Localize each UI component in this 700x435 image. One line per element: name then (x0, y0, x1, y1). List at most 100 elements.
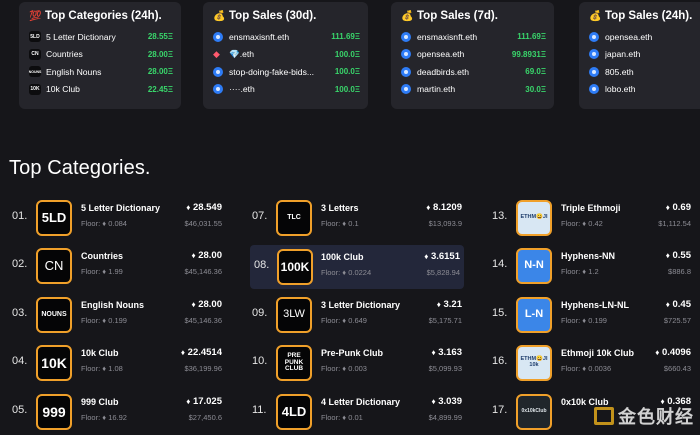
category-name: Countries (81, 251, 124, 261)
category-row-0x10k-club[interactable]: 17. 0x10kClub 0x10k Club ♦ 0.368 (492, 390, 695, 434)
category-row-100k-club[interactable]: 08. 100K 100k Club ♦ 3.6151 Floor: ♦ 0.0… (250, 245, 464, 289)
category-row-pre-punk-club[interactable]: 10. PRE PUNK CLUB Pre-Punk Club ♦ 3.163 … (252, 341, 466, 385)
category-volume: ♦ 0.55 (665, 250, 691, 261)
4ld-logo-icon: 4LD (276, 394, 312, 430)
list-item[interactable]: deadbirds.eth 69.0Ξ (401, 63, 546, 81)
card-title-text: Top Sales (30d). (229, 10, 317, 22)
ens-icon (589, 84, 599, 95)
list-item[interactable]: 10K 10k Club 22.45Ξ (29, 81, 173, 99)
category-row-3-letters[interactable]: 07. TLC 3 Letters ♦ 8.1209 Floor: ♦ 0.1 … (252, 196, 466, 240)
category-floor: Floor: ♦ 0.649 (321, 316, 367, 325)
eth-icon: ♦ (436, 300, 441, 309)
list-item[interactable]: stop-doing-fake-bids... 100.0Ξ (213, 63, 360, 81)
eth-icon: ♦ (665, 203, 670, 212)
category-row-5-letter-dictionary[interactable]: 01. 5LD 5 Letter Dictionary ♦ 28.549 Flo… (12, 196, 226, 240)
item-label: lobo.eth (605, 84, 636, 95)
item-label: English Nouns (46, 66, 102, 77)
list-item[interactable]: ◆ 💎.eth 100.0Ξ (213, 46, 360, 64)
list-item[interactable]: ····.eth 100.0Ξ (213, 81, 360, 99)
list-item[interactable]: ensmaxisnft.eth 111.69Ξ (213, 28, 360, 46)
category-row-countries[interactable]: 02. CN Countries ♦ 28.00 Floor: ♦ 1.99 $… (12, 244, 226, 288)
category-name: Hyphens-LN-NL (561, 300, 629, 310)
item-label: japan.eth (605, 49, 641, 60)
category-row-999-club[interactable]: 05. 999 999 Club ♦ 17.025 Floor: ♦ 16.92… (12, 390, 226, 434)
money-bag-icon: 💰 (589, 10, 602, 22)
item-label: Countries (46, 49, 83, 60)
item-label: opensea.eth (417, 49, 465, 60)
category-volume: ♦ 0.69 (665, 202, 691, 213)
category-floor: Floor: ♦ 0.01 (321, 413, 363, 422)
card-title: 💰 Top Sales (30d). (213, 10, 360, 22)
item-label: ····.eth (229, 84, 255, 95)
ens-icon (401, 66, 411, 77)
category-row-triple-ethmoji[interactable]: 13. ETHM😀JI Triple Ethmoji ♦ 0.69 Floor:… (492, 196, 695, 240)
category-row-10k-club[interactable]: 04. 10K 10k Club ♦ 22.4514 Floor: ♦ 1.08… (12, 341, 226, 385)
item-label: martin.eth (417, 84, 456, 95)
100k-logo-icon: 100K (277, 249, 313, 285)
category-floor: Floor: ♦ 0.003 (321, 364, 367, 373)
rank: 08. (254, 259, 270, 271)
card-top-sales-24h: 💰 Top Sales (24h). opensea.eth japan.eth… (579, 2, 700, 109)
list-item[interactable]: martin.eth 30.0Ξ (401, 81, 546, 99)
item-label: 10k Club (46, 84, 80, 95)
list-item[interactable]: lobo.eth (589, 81, 692, 99)
card-title: 💯 Top Categories (24h). (29, 10, 173, 22)
n-n-logo-icon: N-N (516, 248, 552, 284)
list-item[interactable]: CN Countries 28.00Ξ (29, 46, 173, 64)
item-label: ensmaxisnft.eth (417, 31, 478, 42)
10k-logo-icon: 10K (29, 83, 41, 95)
eth-icon: ♦ (191, 300, 196, 309)
item-value: 30.0Ξ (525, 84, 546, 94)
list-item[interactable]: 805.eth (589, 63, 692, 81)
card-top-sales-7d: 💰 Top Sales (7d). ensmaxisnft.eth 111.69Ξ… (391, 2, 554, 109)
list-item[interactable]: opensea.eth 99.8931Ξ (401, 46, 546, 64)
nouns-logo-icon: NOUNS (36, 297, 72, 333)
jinse-logo-icon (594, 407, 614, 425)
item-value: 100.0Ξ (334, 84, 360, 94)
category-name: 100k Club (321, 252, 364, 262)
eth-icon: ♦ (582, 219, 587, 228)
eth-icon: ♦ (342, 413, 347, 422)
card-title: 💰 Top Sales (7d). (401, 10, 546, 22)
rank: 17. (492, 404, 508, 416)
category-row-english-nouns[interactable]: 03. NOUNS English Nouns ♦ 28.00 Floor: ♦… (12, 293, 226, 337)
category-volume: ♦ 28.00 (191, 299, 222, 310)
category-volume: ♦ 3.6151 (424, 251, 460, 262)
item-value: 99.8931Ξ (511, 49, 546, 59)
rank: 07. (252, 210, 268, 222)
eth-icon: ♦ (660, 397, 665, 406)
watermark-text: 金色财经 (618, 407, 694, 427)
category-floor: Floor: ♦ 0.1 (321, 219, 359, 228)
eth-icon: ♦ (102, 219, 107, 228)
hundred-icon: 💯 (29, 10, 42, 22)
list-item[interactable]: NOUNS English Nouns 28.00Ξ (29, 63, 173, 81)
category-row-hyphens-nn[interactable]: 14. N-N Hyphens-NN ♦ 0.55 Floor: ♦ 1.2 $… (492, 244, 695, 288)
list-item[interactable]: opensea.eth (589, 28, 692, 46)
card-title-text: Top Sales (24h). (605, 10, 693, 22)
tlc-logo-icon: TLC (276, 200, 312, 236)
list-item[interactable]: 5LD 5 Letter Dictionary 28.55Ξ (29, 28, 173, 46)
eth-icon: ♦ (342, 219, 347, 228)
category-row-hyphens-ln-nl[interactable]: 15. L-N Hyphens-LN-NL ♦ 0.45 Floor: ♦ 0.… (492, 293, 695, 337)
category-floor: Floor: ♦ 0.084 (81, 219, 127, 228)
category-name: Hyphens-NN (561, 251, 616, 261)
category-usd: $5,828.94 (426, 268, 460, 277)
category-row-ethmoji-10k-club[interactable]: 16. ETHM😀JI 10k Ethmoji 10k Club ♦ 0.409… (492, 341, 695, 385)
rank: 16. (492, 355, 508, 367)
category-usd: $45,146.36 (184, 316, 222, 325)
eth-icon: ♦ (180, 348, 186, 357)
category-row-3-letter-dictionary[interactable]: 09. 3LW 3 Letter Dictionary ♦ 3.21 Floor… (252, 293, 466, 337)
category-row-4-letter-dictionary[interactable]: 11. 4LD 4 Letter Dictionary ♦ 3.039 Floo… (252, 390, 466, 434)
category-usd: $46,031.55 (184, 219, 222, 228)
rank: 13. (492, 210, 508, 222)
ens-icon (589, 31, 599, 42)
section-title: Top Categories. (9, 157, 151, 179)
list-item[interactable]: ensmaxisnft.eth 111.69Ξ (401, 28, 546, 46)
ens-icon (589, 66, 599, 77)
l-n-logo-icon: L-N (516, 297, 552, 333)
list-item[interactable]: japan.eth (589, 46, 692, 64)
category-volume: ♦ 3.163 (431, 347, 462, 358)
category-name: 4 Letter Dictionary (321, 397, 401, 407)
ens-icon (401, 31, 411, 42)
category-name: Ethmoji 10k Club (561, 348, 635, 358)
